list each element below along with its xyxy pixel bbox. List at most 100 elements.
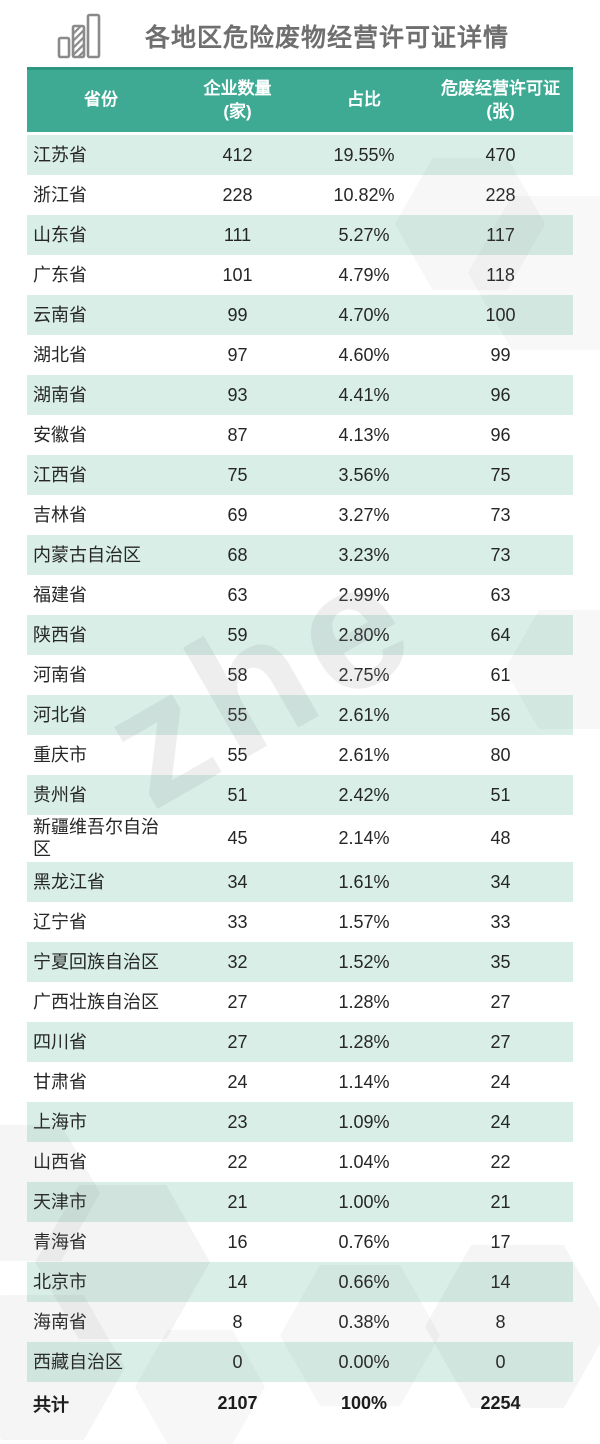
cell-share: 0.66% xyxy=(338,1271,390,1292)
cell-share: 5.27% xyxy=(338,224,390,245)
cell-province: 浙江省 xyxy=(33,184,87,205)
table-row: 天津市 21 1.00% 21 xyxy=(27,1181,573,1222)
table-row: 山西省 22 1.04% 22 xyxy=(27,1142,573,1182)
cell-permits: 14 xyxy=(490,1271,511,1292)
cell-share: 2.80% xyxy=(338,624,390,645)
cell-province: 江西省 xyxy=(33,464,87,485)
table-row: 贵州省 51 2.42% 51 xyxy=(27,774,573,815)
cell-province: 湖南省 xyxy=(33,384,87,405)
table-row: 上海市 23 1.09% 24 xyxy=(27,1101,573,1142)
cell-permits: 64 xyxy=(490,624,511,645)
table-body: 江苏省 412 19.55% 470 浙江省 228 10.82% 228 山东省 111 5.27… xyxy=(27,133,573,1382)
cell-companies: 32 xyxy=(227,951,248,972)
cell-share: 2.75% xyxy=(338,664,390,685)
cell-province: 辽宁省 xyxy=(33,911,87,932)
table-row: 重庆市 55 2.61% 80 xyxy=(27,735,573,775)
table-row: 安徽省 87 4.13% 96 xyxy=(27,415,573,455)
table-row: 内蒙古自治区 68 3.23% 73 xyxy=(27,534,573,575)
cell-share: 0.38% xyxy=(338,1311,390,1332)
cell-province: 上海市 xyxy=(33,1111,87,1132)
cell-share: 1.14% xyxy=(338,1071,390,1092)
cell-share: 1.28% xyxy=(338,991,390,1012)
cell-companies: 87 xyxy=(227,424,248,445)
cell-share: 1.61% xyxy=(338,871,390,892)
cell-permits: 228 xyxy=(485,184,516,205)
table-row: 吉林省 69 3.27% 73 xyxy=(27,495,573,535)
table-row: 浙江省 228 10.82% 228 xyxy=(27,175,573,215)
col-header-share: 占比 xyxy=(300,67,428,135)
cell-companies: 63 xyxy=(227,584,248,605)
cell-share: 2.61% xyxy=(338,704,390,725)
cell-province: 贵州省 xyxy=(33,784,87,805)
cell-province: 广西壮族自治区 xyxy=(33,991,159,1012)
cell-permits: 118 xyxy=(486,264,515,285)
cell-province: 青海省 xyxy=(33,1231,87,1252)
cell-permits: 80 xyxy=(490,744,511,765)
cell-companies: 27 xyxy=(227,991,248,1012)
cell-companies: 55 xyxy=(227,704,248,725)
cell-province: 陕西省 xyxy=(33,624,87,645)
cell-share: 2.99% xyxy=(338,584,390,605)
cell-permits: 33 xyxy=(490,911,511,932)
cell-permits: 24 xyxy=(490,1111,511,1132)
total-permits: 2254 xyxy=(480,1393,521,1414)
cell-province: 宁夏回族自治区 xyxy=(33,951,159,972)
cell-permits: 48 xyxy=(490,828,511,849)
cell-companies: 16 xyxy=(227,1231,248,1252)
cell-share: 1.57% xyxy=(338,911,390,932)
cell-permits: 34 xyxy=(490,871,511,892)
col-header-province: 省份 xyxy=(27,67,175,135)
cell-companies: 111 xyxy=(223,224,252,245)
cell-permits: 96 xyxy=(490,424,511,445)
cell-province: 黑龙江省 xyxy=(33,871,105,892)
cell-share: 0.00% xyxy=(338,1351,390,1372)
cell-share: 2.42% xyxy=(338,784,390,805)
cell-companies: 55 xyxy=(227,744,248,765)
cell-companies: 33 xyxy=(227,911,248,932)
cell-companies: 34 xyxy=(227,871,248,892)
cell-province: 海南省 xyxy=(33,1311,87,1332)
page-title: 各地区危险废物经营许可证详情 xyxy=(145,24,510,52)
cell-share: 10.82% xyxy=(333,184,395,205)
cell-permits: 8 xyxy=(495,1311,506,1332)
table-row: 青海省 16 0.76% 17 xyxy=(27,1222,573,1262)
cell-companies: 14 xyxy=(227,1271,248,1292)
table-row: 海南省 8 0.38% 8 xyxy=(27,1302,573,1342)
cell-companies: 101 xyxy=(222,264,253,285)
cell-permits: 73 xyxy=(490,544,511,565)
cell-companies: 75 xyxy=(227,464,248,485)
cell-permits: 35 xyxy=(490,951,511,972)
table-row: 陕西省 59 2.80% 64 xyxy=(27,614,573,655)
table-row: 广西壮族自治区 27 1.28% 27 xyxy=(27,982,573,1022)
cell-share: 3.56% xyxy=(338,464,390,485)
cell-share: 4.13% xyxy=(338,424,390,445)
table-row: 江苏省 412 19.55% 470 xyxy=(27,133,573,175)
cell-companies: 45 xyxy=(227,828,248,849)
cell-permits: 56 xyxy=(490,704,511,725)
total-row: 共计 2107 100% 2254 xyxy=(27,1382,573,1426)
cell-province: 安徽省 xyxy=(33,424,87,445)
cell-companies: 93 xyxy=(227,384,248,405)
cell-permits: 96 xyxy=(490,384,511,405)
total-share: 100% xyxy=(340,1393,388,1414)
cell-province: 江苏省 xyxy=(33,144,87,165)
cell-permits: 470 xyxy=(485,144,516,165)
bar-chart-icon xyxy=(57,13,109,59)
cell-permits: 0 xyxy=(495,1351,506,1372)
cell-companies: 69 xyxy=(227,504,248,525)
cell-permits: 24 xyxy=(490,1071,511,1092)
cell-share: 4.79% xyxy=(338,264,390,285)
permits-table: 省份 企业数量 (家) 占比 危废经营许可证 (张) 江苏省 412 19.55% 4… xyxy=(27,67,573,1426)
cell-companies: 412 xyxy=(222,144,253,165)
cell-companies: 228 xyxy=(222,184,253,205)
cell-share: 1.04% xyxy=(338,1151,390,1172)
cell-share: 2.14% xyxy=(338,828,390,849)
cell-permits: 73 xyxy=(490,504,511,525)
cell-province: 广东省 xyxy=(33,264,87,285)
cell-permits: 27 xyxy=(490,1031,511,1052)
table-row: 湖南省 93 4.41% 96 xyxy=(27,374,573,415)
table-row: 江西省 75 3.56% 75 xyxy=(27,454,573,495)
cell-companies: 97 xyxy=(227,344,248,365)
cell-province: 河北省 xyxy=(33,704,87,725)
cell-companies: 99 xyxy=(227,304,248,325)
